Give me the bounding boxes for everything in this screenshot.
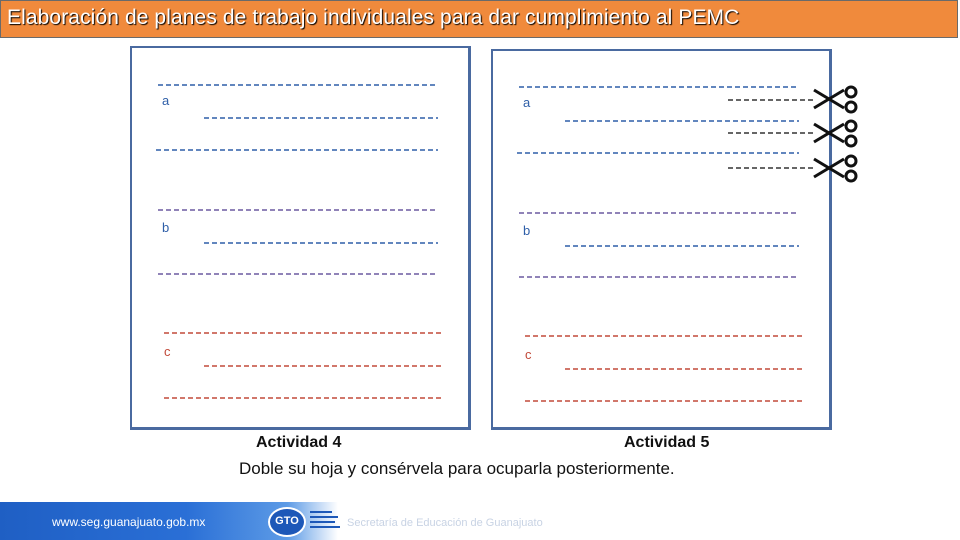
page-title: Elaboración de planes de trabajo individ…	[7, 6, 740, 29]
section-letter-c: c	[164, 344, 171, 359]
sheet-activity-5: a b c	[491, 49, 832, 430]
activity-5-label: Actividad 5	[624, 434, 710, 451]
sheet-activity-4: a b c	[130, 46, 471, 430]
section-letter-a: a	[162, 93, 170, 108]
instruction-text: Doble su hoja y consérvela para ocuparla…	[239, 459, 675, 478]
scissors-icon	[813, 85, 858, 114]
cut-guides	[728, 85, 858, 183]
section-letter-b: b	[162, 220, 170, 235]
scissors-icon	[813, 154, 858, 183]
footer-agency-text: Secretaría de Educación de Guanajuato	[347, 517, 543, 529]
header-bar: Elaboración de planes de trabajo individ…	[0, 0, 958, 38]
footer-url-link[interactable]: www.seg.guanajuato.gob.mx	[52, 515, 206, 529]
section-letter-c: c	[525, 347, 532, 362]
logo-tagline-graphic	[310, 511, 340, 528]
sheet-lines	[517, 86, 805, 402]
scissors-icon	[813, 119, 858, 148]
section-letter-a: a	[523, 95, 531, 110]
footer: www.seg.guanajuato.gob.mx GTO Secretaría…	[0, 502, 960, 540]
activity-4-label: Actividad 4	[256, 434, 342, 451]
sheet-lines	[156, 84, 444, 399]
gto-logo: GTO	[268, 507, 306, 537]
section-letter-b: b	[523, 223, 531, 238]
logo-text: GTO	[275, 515, 299, 527]
